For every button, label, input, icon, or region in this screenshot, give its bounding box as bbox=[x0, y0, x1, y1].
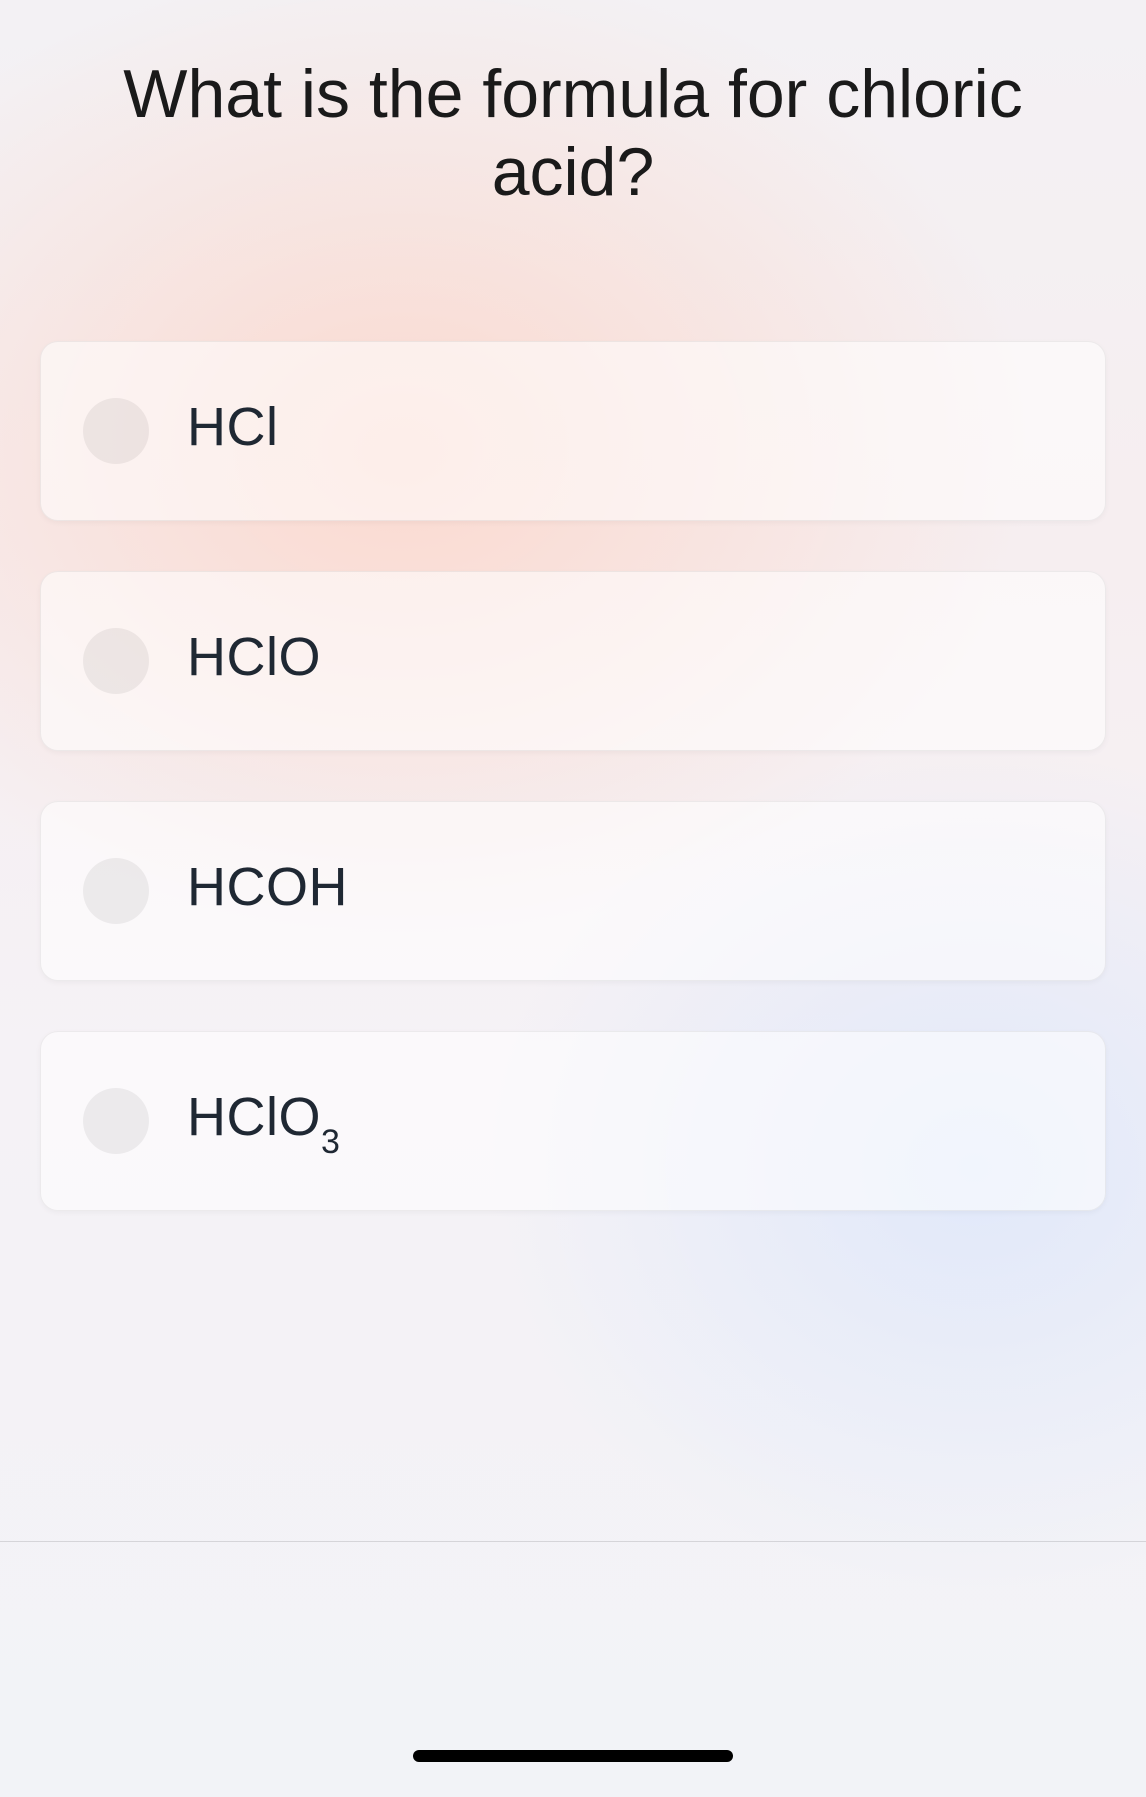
option-label: HCl bbox=[187, 396, 279, 466]
radio-icon bbox=[83, 1088, 149, 1154]
bottom-divider bbox=[0, 1541, 1146, 1542]
option-label: HCOH bbox=[187, 856, 348, 926]
radio-icon bbox=[83, 628, 149, 694]
option-subscript: 3 bbox=[321, 1123, 340, 1161]
option-label: HClO bbox=[187, 626, 321, 696]
radio-icon bbox=[83, 858, 149, 924]
options-list: HCl HClO HCOH HClO3 bbox=[40, 341, 1106, 1210]
option-0[interactable]: HCl bbox=[40, 341, 1106, 521]
radio-icon bbox=[83, 398, 149, 464]
option-label: HClO3 bbox=[187, 1086, 340, 1156]
option-2[interactable]: HCOH bbox=[40, 801, 1106, 981]
option-main: HCOH bbox=[187, 857, 348, 917]
home-indicator bbox=[413, 1750, 733, 1762]
question-text: What is the formula for chloric acid? bbox=[40, 55, 1106, 211]
option-main: HCl bbox=[187, 397, 279, 457]
option-main: HClO bbox=[187, 1087, 321, 1147]
option-1[interactable]: HClO bbox=[40, 571, 1106, 751]
quiz-screen: What is the formula for chloric acid? HC… bbox=[0, 0, 1146, 1211]
option-main: HClO bbox=[187, 627, 321, 687]
option-3[interactable]: HClO3 bbox=[40, 1031, 1106, 1211]
